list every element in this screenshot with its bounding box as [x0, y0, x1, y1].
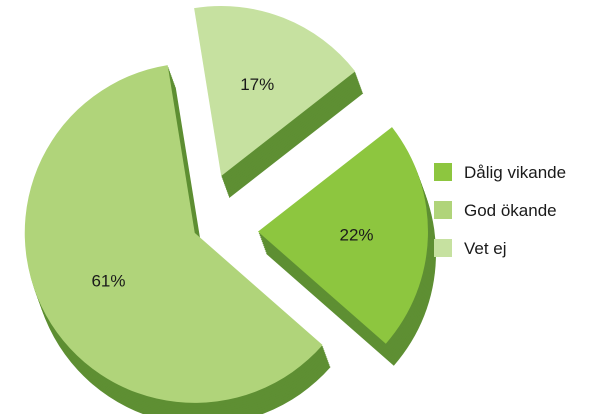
legend-swatch: [434, 201, 452, 219]
legend-label: Vet ej: [464, 239, 507, 258]
pie-slice-dalig-vikande: [257, 127, 428, 344]
legend-label: Dålig vikande: [464, 163, 566, 182]
slice-labels: 17% 22% 61%: [91, 75, 373, 290]
legend-swatch: [434, 163, 452, 181]
slice-tops: [24, 6, 428, 403]
slice-label: 17%: [240, 75, 274, 94]
pie-slice-god-okande: [24, 65, 323, 403]
slice-label: 61%: [91, 272, 125, 291]
slice-label: 22%: [340, 225, 374, 244]
legend-swatch: [434, 239, 452, 257]
legend: Dålig vikande God ökande Vet ej: [434, 163, 566, 258]
legend-label: God ökande: [464, 201, 557, 220]
pie-slice-vet-ej: [194, 6, 356, 177]
